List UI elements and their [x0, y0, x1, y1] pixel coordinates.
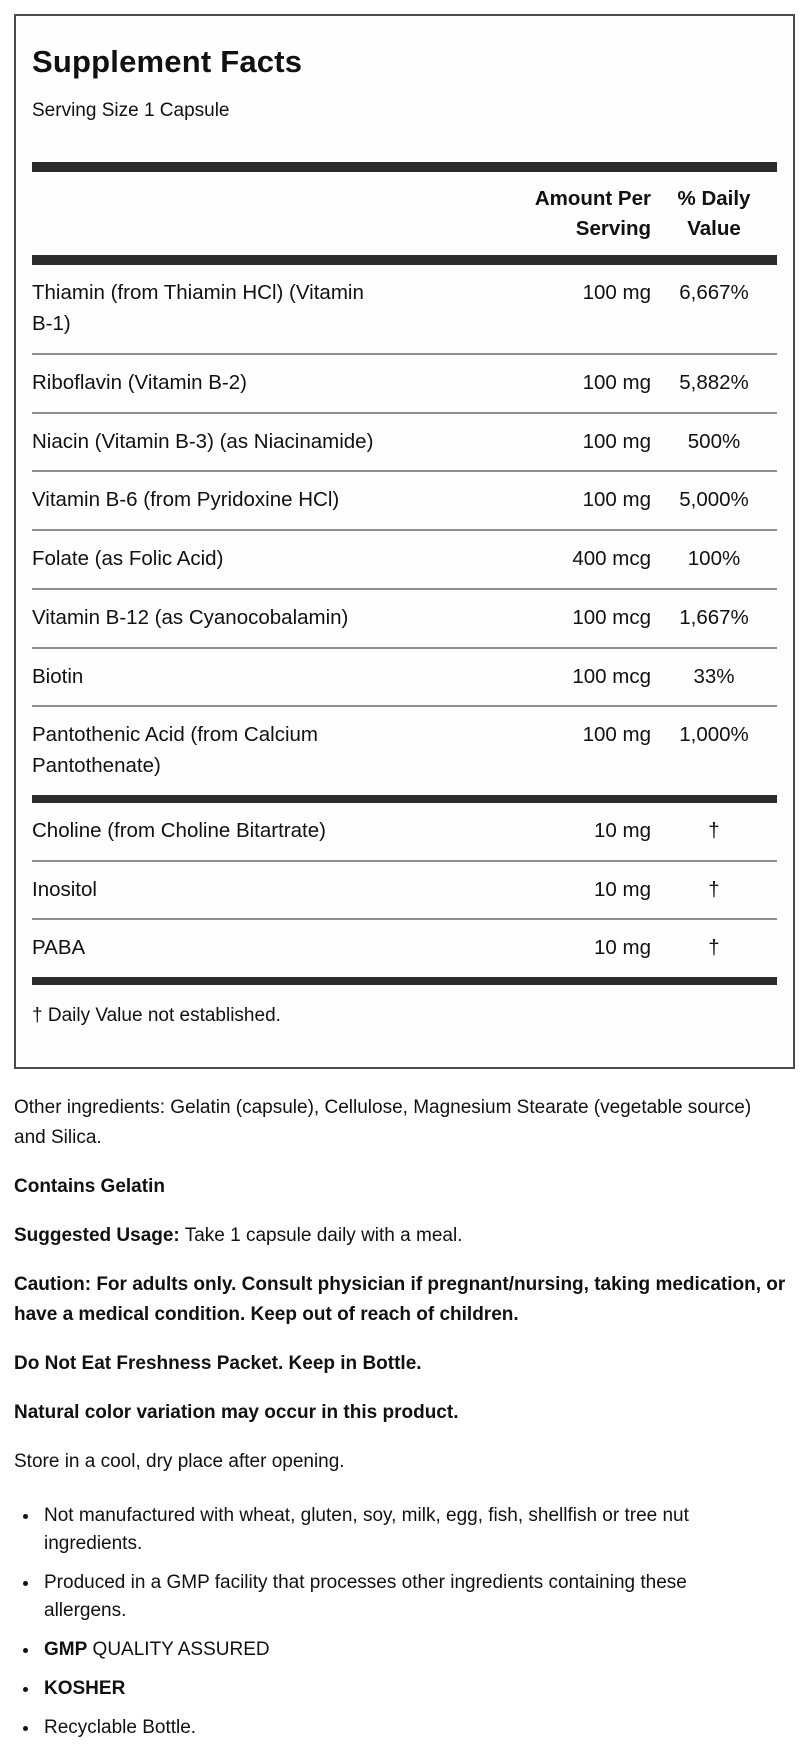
divider-bar-top	[32, 162, 777, 172]
nutrient-amount: 100 mcg	[572, 664, 651, 688]
supplement-label-page: Supplement Facts Serving Size 1 Capsule …	[0, 14, 800, 1743]
header-spacer	[32, 184, 519, 243]
nutrient-daily-value: 100%	[687, 547, 741, 571]
nutrient-amount: 400 mcg	[572, 547, 651, 571]
other-nutrient-rows-section: Choline (from Choline Bitartrate) 10 mg …	[32, 803, 777, 977]
table-row: Choline (from Choline Bitartrate) 10 mg …	[32, 803, 777, 860]
nutrient-amount: 100 mg	[582, 370, 651, 394]
table-row: PABA 10 mg †	[32, 918, 777, 977]
list-item-allergen-free: Not manufactured with wheat, gluten, soy…	[40, 1502, 800, 1558]
nutrient-amount: 100 mg	[582, 281, 651, 305]
nutrient-daily-value: 33%	[693, 664, 735, 688]
list-item-kosher: KOSHER	[40, 1675, 800, 1703]
nutrient-amount: 10 mg	[594, 936, 651, 960]
nutrient-name: Thiamin (from Thiamin HCl) (Vitamin B-1)	[32, 281, 364, 336]
table-row: Vitamin B-6 (from Pyridoxine HCl) 100 mg…	[32, 470, 777, 529]
header-percent-daily-value: % Daily Value	[677, 187, 751, 240]
divider-bar-middle	[32, 794, 777, 803]
serving-size: Serving Size 1 Capsule	[32, 100, 230, 121]
header-amount-per-serving: Amount Per Serving	[534, 187, 651, 240]
vitamin-rows-section: Thiamin (from Thiamin HCl) (Vitamin B-1)…	[32, 265, 777, 795]
nutrient-amount: 100 mcg	[572, 605, 651, 629]
storage-instructions: Store in a cool, dry place after opening…	[14, 1451, 345, 1473]
nutrient-daily-value: 1,667%	[679, 605, 749, 629]
suggested-usage-label: Suggested Usage:	[14, 1225, 180, 1247]
nutrient-amount: 10 mg	[594, 818, 651, 842]
table-row: Vitamin B-12 (as Cyanocobalamin) 100 mcg…	[32, 587, 777, 647]
nutrient-daily-value: †	[708, 818, 720, 842]
nutrient-name: Inositol	[32, 877, 97, 901]
gmp-text: QUALITY ASSURED	[87, 1639, 270, 1661]
nutrient-name: Vitamin B-12 (as Cyanocobalamin)	[32, 605, 349, 629]
nutrient-name: Folate (as Folic Acid)	[32, 547, 224, 571]
nutrient-name: Choline (from Choline Bitartrate)	[32, 818, 326, 842]
table-row: Inositol 10 mg †	[32, 859, 777, 919]
color-variation-note: Natural color variation may occur in thi…	[14, 1402, 459, 1424]
nutrient-daily-value: 500%	[687, 429, 741, 453]
nutrient-name: Niacin (Vitamin B-3) (as Niacinamide)	[32, 429, 374, 453]
nutrient-daily-value: 6,667%	[679, 281, 749, 305]
nutrient-name: PABA	[32, 936, 86, 960]
suggested-usage-text: Take 1 capsule daily with a meal.	[179, 1225, 463, 1247]
product-feature-list: Not manufactured with wheat, gluten, soy…	[24, 1502, 800, 1742]
table-row: Folate (as Folic Acid) 400 mcg 100%	[32, 529, 777, 588]
table-row: Pantothenic Acid (from Calcium Pantothen…	[32, 705, 777, 795]
nutrient-name: Pantothenic Acid (from Calcium Pantothen…	[32, 723, 318, 778]
table-row: Riboflavin (Vitamin B-2) 100 mg 5,882%	[32, 352, 777, 412]
nutrient-name: Vitamin B-6 (from Pyridoxine HCl)	[32, 488, 340, 512]
caution-statement: Caution: For adults only. Consult physic…	[14, 1274, 786, 1326]
panel-title: Supplement Facts	[32, 44, 303, 79]
other-ingredients: Other ingredients: Gelatin (capsule), Ce…	[14, 1097, 752, 1149]
table-row: Niacin (Vitamin B-3) (as Niacinamide) 10…	[32, 411, 777, 471]
list-item-gmp-facility: Produced in a GMP facility that processe…	[40, 1569, 800, 1625]
nutrient-daily-value: 1,000%	[679, 723, 749, 747]
label-notes: Other ingredients: Gelatin (capsule), Ce…	[14, 1093, 786, 1477]
divider-bar-bottom	[32, 977, 777, 986]
nutrient-amount: 100 mg	[582, 429, 651, 453]
nutrient-name: Biotin	[32, 664, 84, 688]
nutrient-amount: 10 mg	[594, 877, 651, 901]
suggested-usage: Suggested Usage: Take 1 capsule daily wi…	[14, 1221, 786, 1251]
daily-value-footnote: † Daily Value not established.	[32, 1005, 281, 1027]
table-row: Biotin 100 mcg 33%	[32, 646, 777, 706]
gmp-label: GMP	[44, 1639, 88, 1661]
supplement-facts-panel: Supplement Facts Serving Size 1 Capsule …	[14, 14, 795, 1070]
nutrient-daily-value: †	[708, 877, 720, 901]
nutrient-daily-value: 5,882%	[679, 370, 749, 394]
list-item-gmp-quality: GMP QUALITY ASSURED	[40, 1636, 800, 1664]
freshness-packet-warning: Do Not Eat Freshness Packet. Keep in Bot…	[14, 1353, 422, 1375]
list-item-recyclable: Recyclable Bottle.	[40, 1714, 800, 1742]
nutrient-amount: 100 mg	[582, 723, 651, 747]
nutrient-name: Riboflavin (Vitamin B-2)	[32, 370, 247, 394]
divider-bar-header-bottom	[32, 255, 777, 266]
contains-statement: Contains Gelatin	[14, 1176, 165, 1198]
table-header-row: Amount Per Serving % Daily Value	[32, 172, 777, 255]
table-row: Thiamin (from Thiamin HCl) (Vitamin B-1)…	[32, 265, 777, 353]
nutrient-daily-value: †	[708, 936, 720, 960]
nutrient-amount: 100 mg	[582, 488, 651, 512]
nutrient-daily-value: 5,000%	[679, 488, 749, 512]
